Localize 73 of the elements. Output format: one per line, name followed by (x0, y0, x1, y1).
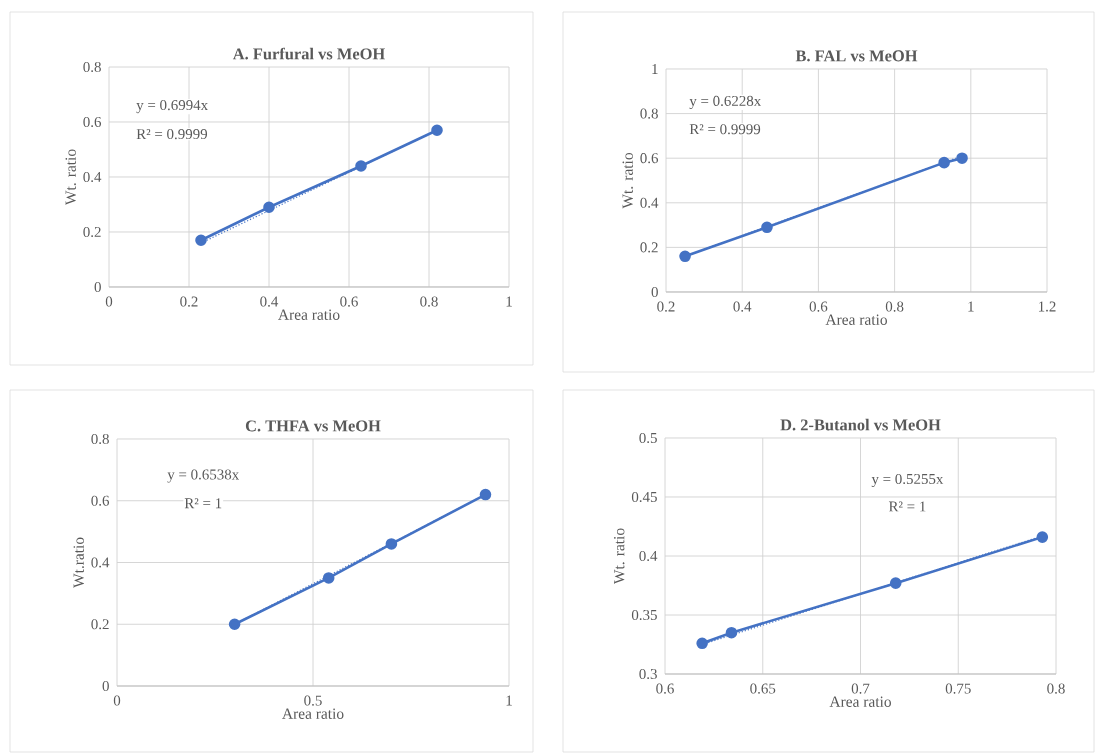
point (761, 221, 773, 234)
y-tick-label: 0.2 (83, 226, 101, 238)
y-tick-label: 0.35 (631, 609, 657, 621)
point (228, 618, 241, 631)
x-tick-label: 0.5 (304, 695, 322, 706)
annotation: R² = 1 (184, 498, 222, 509)
x-tick-label: 1.2 (1038, 301, 1056, 312)
point (956, 152, 968, 164)
point (263, 201, 275, 214)
point (696, 637, 708, 650)
x-axis-title: Area ratio (829, 696, 891, 707)
point (1036, 531, 1049, 543)
y-axis-title: Wt. ratio (65, 149, 76, 206)
annotation: y = 0.6538x (167, 469, 240, 483)
annotation: y = 0.6994x (136, 100, 208, 114)
y-tick-label: 0.4 (639, 550, 658, 562)
point (322, 572, 335, 584)
y-tick-label: 0.3 (639, 668, 657, 680)
x-tick-label: 0.8 (885, 301, 904, 312)
y-tick-label: 0.8 (640, 108, 658, 119)
x-tick-label: 0.7 (851, 683, 870, 694)
y-tick-label: 0.6 (640, 153, 659, 164)
chart-title: D. 2-Butanol vs MeOH (780, 418, 941, 431)
point (431, 124, 443, 137)
point (479, 488, 492, 501)
point (889, 577, 902, 589)
annotation: R² = 0.9999 (689, 124, 761, 135)
y-tick-label: 0.2 (91, 619, 109, 630)
x-axis-title: Area ratio (825, 314, 887, 325)
x-tick-label: 0.6 (340, 296, 358, 307)
point (355, 160, 367, 172)
y-tick-label: 0.2 (640, 242, 658, 253)
point (679, 250, 691, 263)
x-tick-label: 0.4 (260, 296, 279, 307)
y-axis-title: Wt.ratio (73, 537, 84, 588)
y-tick-label: 0.8 (83, 61, 101, 73)
y-tick-label: 0 (651, 286, 658, 298)
point (725, 626, 738, 639)
annotation: y = 0.6228x (689, 95, 762, 110)
x-tick-label: 0.75 (945, 683, 971, 694)
y-tick-label: 0.8 (91, 433, 109, 445)
y-tick-label: 0.4 (91, 557, 110, 568)
point (195, 234, 207, 247)
x-tick-label: 0.8 (1047, 683, 1065, 694)
x-tick-label: 1 (506, 296, 512, 307)
chart-title: B. FAL vs MeOH (795, 50, 918, 62)
x-axis-title: Area ratio (282, 708, 344, 719)
x-axis-title: Area ratio (278, 309, 340, 320)
y-axis-title: Wt. ratio (622, 153, 633, 209)
chart-title: A. Furfural vs MeOH (232, 47, 385, 60)
y-tick-label: 0.4 (83, 171, 102, 183)
x-tick-label: 0 (113, 695, 121, 706)
point (938, 156, 950, 169)
point (385, 538, 398, 550)
chart-title: C. THFA vs MeOH (245, 420, 381, 432)
x-tick-label: 0.2 (180, 296, 198, 307)
y-tick-label: 0.45 (631, 491, 657, 503)
x-tick-label: 0.4 (733, 301, 752, 312)
annotation: R² = 1 (888, 501, 926, 512)
y-tick-label: 0.5 (639, 432, 657, 444)
y-tick-label: 0 (94, 281, 101, 293)
y-tick-label: 0.4 (640, 197, 659, 208)
x-tick-label: 0.6 (809, 301, 828, 312)
x-tick-label: 1 (968, 301, 974, 312)
x-tick-label: 0.65 (750, 683, 776, 694)
y-tick-label: 1 (652, 64, 658, 74)
x-tick-label: 1 (506, 695, 512, 706)
y-axis-title: Wt. ratio (614, 528, 625, 585)
y-tick-label: 0.6 (83, 116, 102, 128)
y-tick-label: 0.6 (91, 495, 110, 506)
annotation: y = 0.5255x (871, 473, 944, 488)
annotation: R² = 0.9999 (136, 129, 208, 140)
x-tick-label: 0.8 (420, 296, 438, 307)
